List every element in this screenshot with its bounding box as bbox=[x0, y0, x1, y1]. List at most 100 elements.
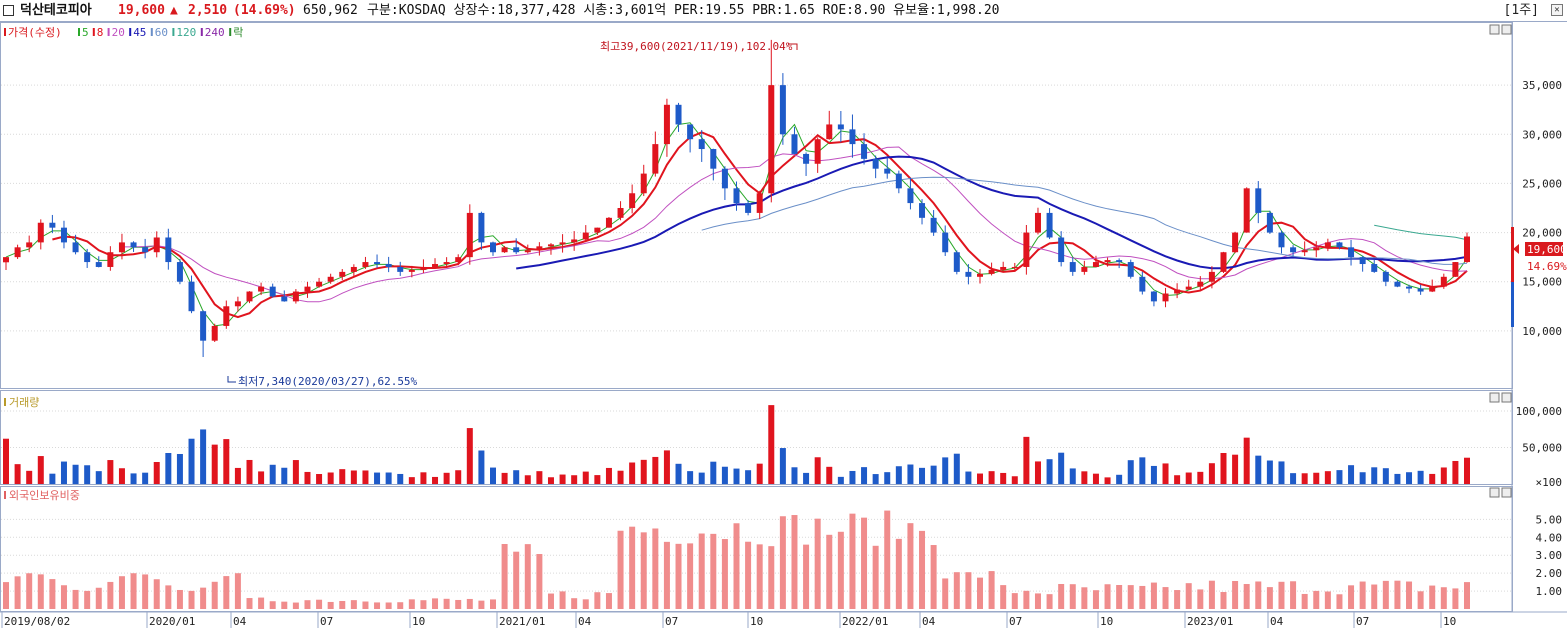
close-icon[interactable]: ✕ bbox=[1551, 4, 1563, 16]
foreign-ownership-bar bbox=[1058, 584, 1065, 609]
foreign-ownership-bar bbox=[1464, 582, 1470, 609]
title-bar: 덕산테코피아 19,600 ▲ 2,510 (14.69%) 650,962 구… bbox=[0, 0, 1567, 22]
volume-bar bbox=[1046, 459, 1053, 484]
x-axis-labels: 2019/08/02 2020/01 04 07 10 2021/01 04 07 10 2022… bbox=[1, 612, 1456, 628]
foreign-ownership-bar bbox=[1348, 585, 1355, 609]
foreign-ownership-bar bbox=[118, 576, 125, 609]
foreign-y-tick: 3.00 bbox=[1536, 549, 1563, 562]
foreign-ownership-bar bbox=[200, 587, 207, 609]
foreign-y-tick: 4.00 bbox=[1536, 531, 1563, 544]
period-selector[interactable]: [1주] bbox=[1503, 3, 1539, 18]
foreign-ownership-bar bbox=[362, 601, 369, 609]
candle-body bbox=[1313, 247, 1320, 251]
candle-body bbox=[652, 144, 659, 174]
volume-bar bbox=[362, 470, 369, 484]
legend-label: 20 bbox=[112, 26, 125, 39]
legend-label: 45 bbox=[133, 26, 146, 39]
foreign-ownership-bar bbox=[710, 533, 717, 609]
foreign-ownership-bar bbox=[849, 513, 856, 609]
foreign-ownership-bar bbox=[1174, 590, 1181, 609]
candle-body bbox=[339, 271, 346, 277]
foreign-ownership-bar bbox=[1034, 593, 1041, 609]
candle-body bbox=[1092, 262, 1099, 267]
legend-swatch bbox=[150, 28, 153, 36]
candle-body bbox=[37, 222, 44, 243]
current-price-tag-text: 19,600 bbox=[1527, 243, 1567, 256]
candle-body bbox=[327, 276, 334, 282]
volume-bar bbox=[1464, 457, 1470, 484]
volume-panel-controls[interactable] bbox=[1489, 392, 1512, 403]
candle-body bbox=[1208, 271, 1215, 282]
moving-average-12 bbox=[122, 146, 1468, 303]
foreign-ownership-bar bbox=[281, 601, 288, 609]
stock-name: 덕산테코피아 bbox=[20, 3, 92, 18]
candle-body bbox=[95, 262, 102, 267]
candle-body bbox=[617, 208, 624, 218]
volume-bar bbox=[443, 472, 450, 484]
legend-swatch bbox=[92, 28, 95, 36]
legend-label: 5 bbox=[82, 26, 89, 39]
volume-bar bbox=[559, 474, 566, 484]
foreign-panel-controls[interactable] bbox=[1489, 487, 1512, 498]
candle-body bbox=[188, 281, 195, 312]
volume-bar bbox=[165, 453, 172, 484]
stock-chart: 가격(수정) 5 8 20 45 60 120 240 락 35,000 30,000 25,000… bbox=[0, 22, 1567, 628]
foreign-ownership-bar bbox=[246, 598, 253, 609]
volume-bar bbox=[1092, 473, 1099, 484]
foreign-ownership-bar bbox=[884, 510, 891, 609]
legend-label: 240 bbox=[205, 26, 225, 39]
select-checkbox[interactable] bbox=[3, 5, 14, 16]
foreign-ownership-bar bbox=[432, 598, 439, 609]
volume-bar bbox=[1081, 471, 1088, 484]
volume-bar bbox=[617, 470, 624, 484]
foreign-ownership-bar bbox=[269, 601, 276, 609]
foreign-ownership-bar bbox=[60, 585, 67, 609]
volume-bar bbox=[1116, 474, 1123, 484]
x-tick-label: 07 bbox=[1009, 615, 1022, 628]
volume-bar bbox=[977, 473, 983, 484]
volume-y-tick: 100,000 bbox=[1516, 405, 1562, 418]
foreign-ownership-bar bbox=[72, 589, 79, 609]
moving-average-34 bbox=[701, 176, 1468, 265]
volume-bar bbox=[942, 457, 949, 484]
price-y-tick: 20,000 bbox=[1522, 227, 1562, 240]
candle-body bbox=[988, 269, 995, 274]
volume-bar bbox=[1139, 457, 1146, 484]
candle-body bbox=[466, 212, 473, 258]
candle-body bbox=[1185, 286, 1192, 290]
volume-bar bbox=[930, 465, 937, 484]
candle-body bbox=[478, 212, 485, 243]
candle-body bbox=[1081, 266, 1088, 272]
foreign-ownership-bar bbox=[397, 602, 404, 609]
candle-body bbox=[501, 247, 508, 253]
foreign-ownership-bar bbox=[1011, 593, 1018, 609]
foreign-ownership-bar bbox=[1139, 585, 1146, 609]
foreign-ownership-bar bbox=[965, 572, 972, 609]
volume-bar bbox=[663, 450, 670, 484]
x-tick-label: 2020/01 bbox=[149, 615, 195, 628]
volume-bar bbox=[907, 464, 914, 484]
foreign-ownership-bar bbox=[919, 530, 926, 609]
candle-body bbox=[292, 291, 299, 302]
volume-bar bbox=[1324, 471, 1331, 484]
candle-body bbox=[768, 85, 775, 194]
foreign-ownership-bar bbox=[1336, 594, 1343, 609]
volume-bar bbox=[629, 462, 636, 484]
foreign-ownership-bar bbox=[1104, 584, 1111, 609]
candle-body bbox=[165, 237, 172, 263]
volume-bar bbox=[1185, 472, 1192, 484]
candle-body bbox=[675, 104, 682, 125]
foreign-ownership-bar bbox=[1092, 590, 1099, 609]
candle-body bbox=[1162, 293, 1169, 302]
volume-bar bbox=[1174, 475, 1181, 484]
foreign-ownership-bar bbox=[188, 590, 195, 609]
volume-bar bbox=[258, 471, 265, 484]
foreign-panel-title: 외국인보유비중 bbox=[9, 489, 80, 502]
volume-bar bbox=[791, 467, 798, 484]
volume-bar bbox=[200, 429, 207, 484]
candle-body bbox=[814, 139, 821, 164]
candle-body bbox=[895, 173, 902, 189]
volume-bar bbox=[1336, 470, 1343, 484]
candle-body bbox=[1464, 236, 1470, 263]
price-panel-controls[interactable] bbox=[1489, 24, 1512, 35]
